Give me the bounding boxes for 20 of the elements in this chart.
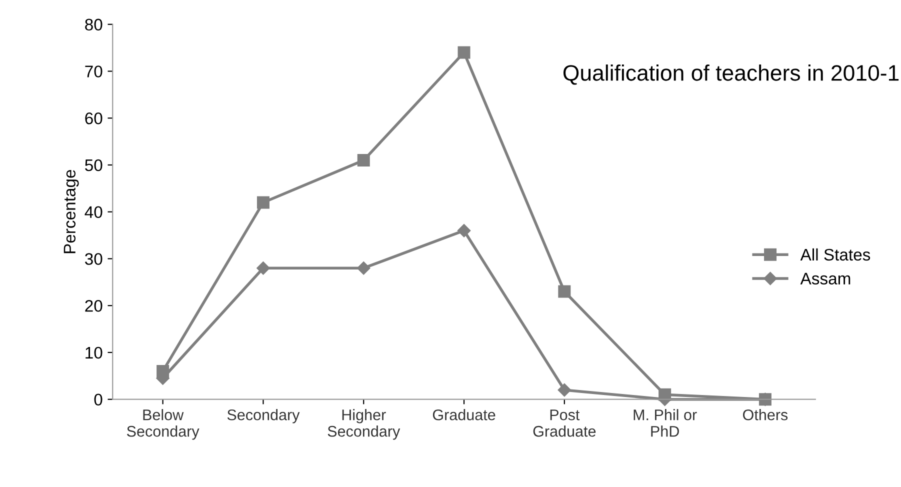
y-tick-label: 30 <box>85 253 102 265</box>
y-tick-label: 70 <box>85 66 102 78</box>
y-tick-label: 10 <box>86 346 102 359</box>
x-tick-label: Others <box>743 409 788 420</box>
y-tick-label: 60 <box>85 112 102 124</box>
y-tick-label: 80 <box>85 18 102 31</box>
y-tick-label: 20 <box>85 300 102 312</box>
y-tick-label: 0 <box>94 394 102 406</box>
y-axis-title: Percentage <box>64 170 79 254</box>
y-tick-label: 50 <box>85 159 102 172</box>
y-tick-label: 40 <box>84 206 102 218</box>
x-tick-label: Graduate <box>432 409 496 420</box>
x-tick-label: Higher Secondary <box>328 409 400 440</box>
x-tick-label: M. Phil or PhD <box>634 409 697 437</box>
legend-label: All States <box>800 248 870 261</box>
legend-label: Assam <box>800 272 850 284</box>
x-tick-label: Secondary <box>227 409 300 424</box>
text: Qualification of teachers in 2010-1 <box>563 64 899 85</box>
x-tick-label: Post Graduate <box>533 410 596 437</box>
x-tick-label: Below Secondary <box>127 409 200 440</box>
